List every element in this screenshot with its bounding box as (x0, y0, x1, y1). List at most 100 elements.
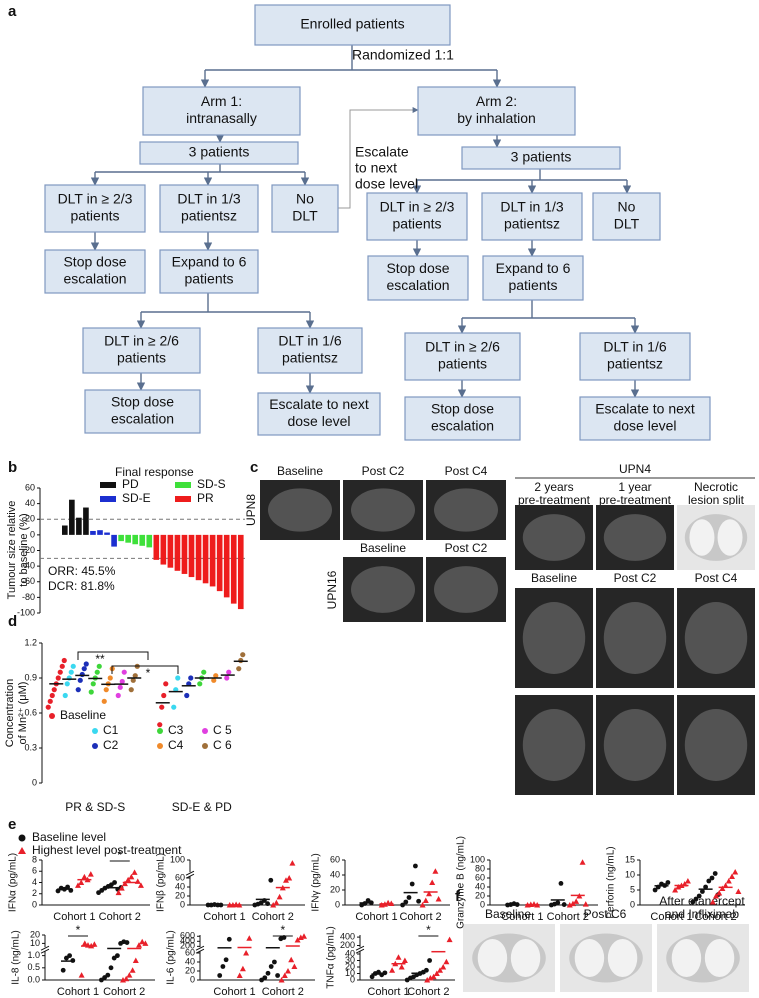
flow-node (404, 396, 521, 441)
point (555, 900, 561, 906)
flow-node (159, 249, 259, 294)
point (286, 875, 293, 881)
image-label: Baseline (277, 464, 323, 478)
scan-body (351, 566, 415, 613)
point (424, 967, 429, 973)
point (712, 871, 718, 876)
point (427, 958, 432, 963)
flow-node (82, 327, 201, 374)
point (283, 877, 289, 883)
y-tick-label: 20 (475, 890, 485, 900)
point (129, 967, 136, 973)
y-tick-label: 40 (475, 881, 485, 891)
point (281, 972, 288, 978)
bar (174, 534, 181, 571)
point (693, 896, 699, 902)
y-axis-label: IL-6 (pg/mL) (166, 930, 177, 984)
point (175, 675, 181, 681)
y-tick-label: 60 (475, 872, 485, 882)
flow-node (84, 389, 201, 434)
node-text: patients (508, 277, 557, 293)
y-tick-label: 0 (480, 899, 485, 909)
point (409, 881, 415, 887)
node-text: DLT (614, 216, 640, 232)
scan-body (522, 709, 586, 781)
bracket (77, 651, 149, 660)
bar (153, 534, 160, 560)
legend-swatch (175, 482, 191, 488)
point (558, 881, 564, 886)
point (276, 893, 283, 900)
legend-label: PR (197, 491, 214, 505)
bar (62, 525, 68, 535)
scan-body (434, 488, 498, 532)
point (713, 893, 719, 899)
point (422, 897, 429, 903)
legend-label: C4 (168, 738, 184, 752)
point (582, 901, 589, 907)
image-label: Necrotic (694, 480, 738, 494)
y-tick-label: -40 (22, 561, 35, 571)
legend-title: Final response (115, 465, 194, 479)
point (161, 692, 167, 699)
y-tick-label: 0 (350, 974, 355, 984)
y-tick-label: 20 (185, 965, 195, 975)
node-text: Escalate to next (269, 396, 369, 412)
y-tick-label: 20 (330, 884, 340, 894)
y-tick-label: 200 (180, 941, 195, 951)
point (83, 661, 89, 667)
point (57, 669, 63, 675)
point (398, 964, 405, 970)
point (226, 936, 232, 942)
point (81, 666, 87, 672)
image-label: and Infliximab (665, 907, 739, 921)
x-tick-label: Cohort 2 (262, 986, 304, 998)
y-tick-label: 8 (32, 854, 37, 864)
legend-label: C1 (103, 723, 119, 737)
point (440, 964, 447, 970)
bar (90, 530, 96, 535)
image-label: Post C2 (362, 464, 405, 478)
point (94, 669, 100, 675)
legend-label: Highest level post-treatment (32, 843, 182, 857)
lung (574, 938, 605, 978)
point (709, 899, 716, 905)
flow-node (257, 392, 381, 436)
y-tick-label: -20 (22, 545, 35, 555)
point (137, 882, 144, 888)
lung (477, 938, 508, 978)
patient-label: UPN16 (325, 570, 339, 609)
point (159, 704, 165, 710)
node-text: patients (438, 356, 487, 372)
node-text: No (296, 191, 314, 207)
bar (216, 534, 223, 592)
point (700, 889, 705, 894)
point (652, 887, 658, 893)
node-text: escalation (386, 277, 449, 293)
point (51, 687, 57, 693)
point (289, 860, 296, 866)
point (213, 673, 219, 679)
flow-node (404, 332, 521, 381)
point (729, 873, 735, 879)
y-tick-label: 100 (470, 854, 485, 864)
point (88, 689, 94, 695)
node-text: DLT in 1/3 (500, 199, 564, 215)
y-tick-label: 0 (335, 899, 340, 909)
legend-swatch (175, 496, 191, 502)
node-text: DLT in 1/3 (177, 191, 241, 207)
bar (118, 534, 124, 542)
legend-marker (18, 834, 26, 842)
legend-marker (157, 728, 163, 734)
y-tick-label: 0 (180, 899, 185, 909)
y-axis-label: Tumour size relative (6, 501, 18, 600)
point (419, 902, 426, 908)
scan-body (684, 602, 748, 674)
node-text: Stop dose (63, 254, 126, 270)
flow-node (592, 192, 661, 241)
panel-label: e (8, 816, 16, 833)
point (201, 669, 207, 675)
legend-label: PD (122, 477, 139, 491)
point (240, 652, 246, 658)
point (77, 677, 83, 683)
